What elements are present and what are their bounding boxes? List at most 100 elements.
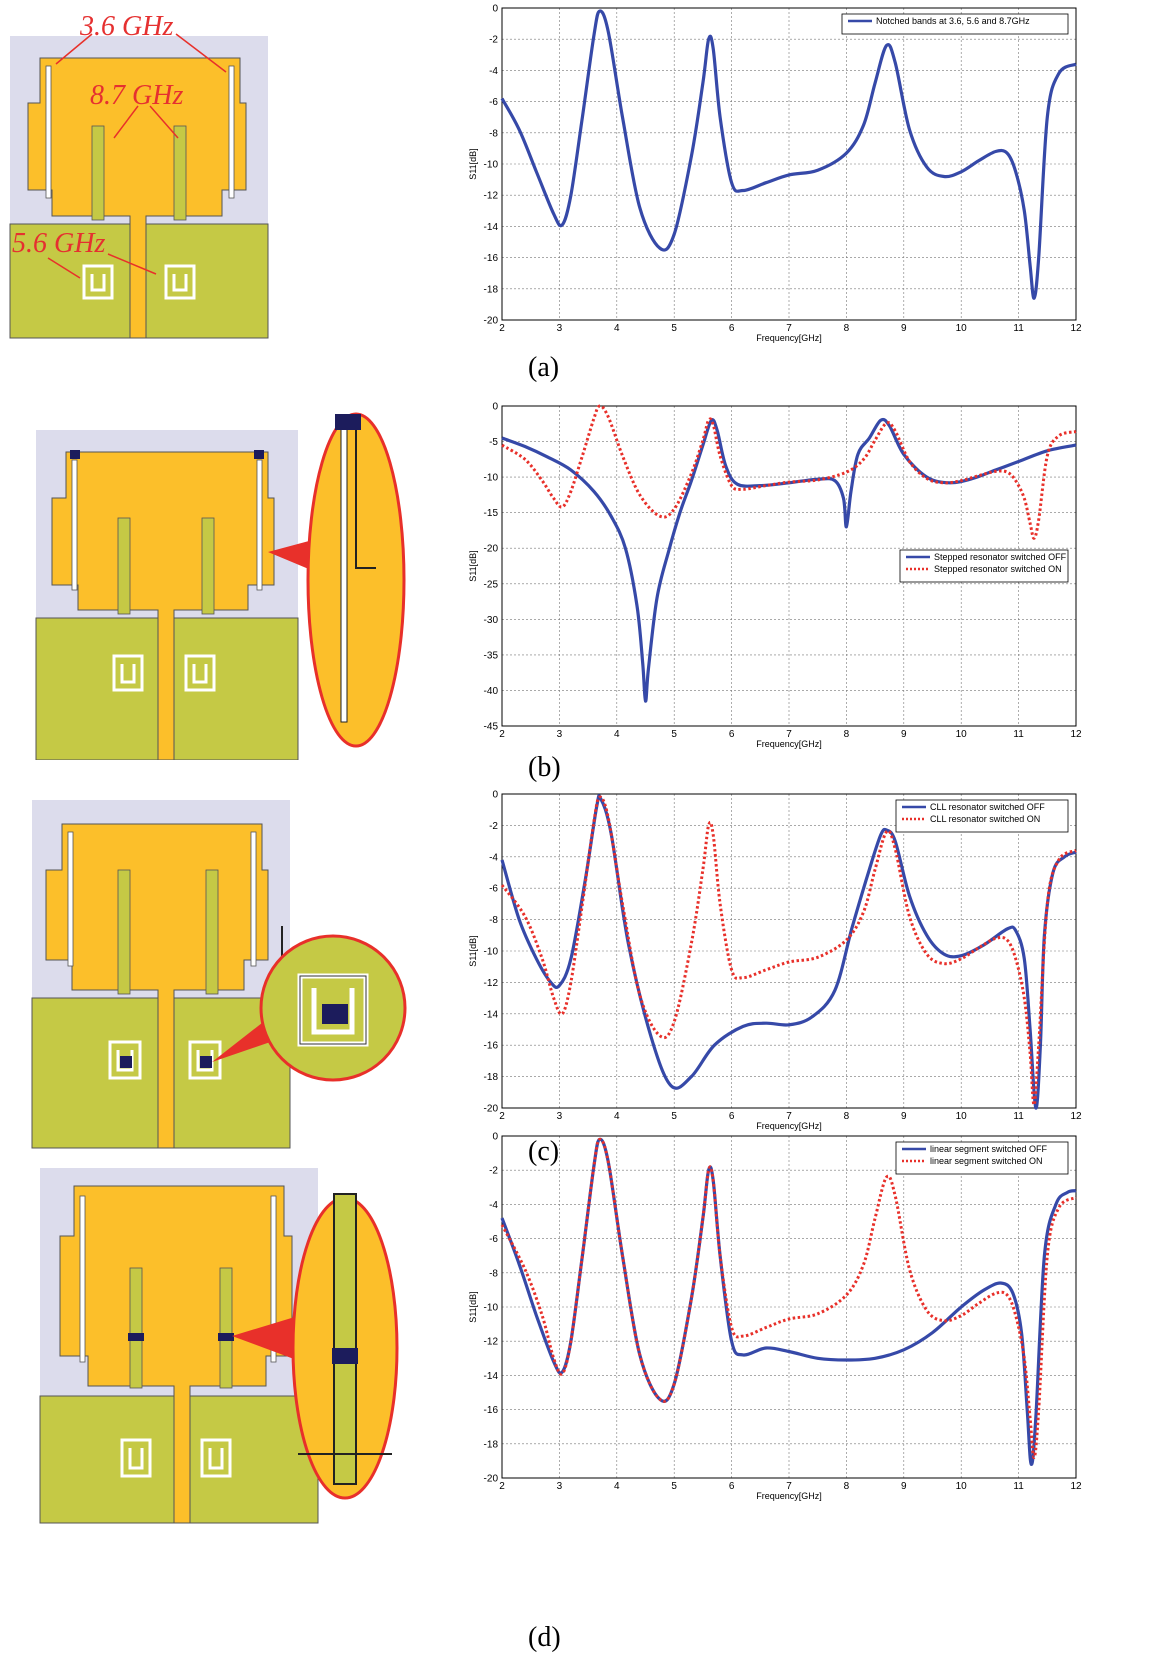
slot-left xyxy=(71,459,78,591)
x-tick-label: 5 xyxy=(671,729,677,740)
y-tick-label: -45 xyxy=(484,722,499,733)
y-tick-label: -12 xyxy=(484,191,499,202)
x-tick-label: 12 xyxy=(1070,729,1082,740)
radiating-patch xyxy=(59,1185,293,1524)
zoom-switch xyxy=(332,1348,358,1364)
x-tick-label: 11 xyxy=(1013,323,1024,334)
x-tick-label: 8 xyxy=(844,1481,850,1492)
series-line-off xyxy=(501,417,1077,703)
y-tick-label: -4 xyxy=(489,852,498,863)
plot-frame xyxy=(501,7,1077,321)
y-tick-label: -4 xyxy=(489,66,498,77)
s11-chart-d: 2 3 4 5 6 7 8 9 10 11 12 0 -2 -4 -6 -8 -10 -12 -14 -16 -18 -2… xyxy=(468,1132,1082,1502)
x-tick-label: 9 xyxy=(901,729,907,740)
y-tick-label: -10 xyxy=(484,1303,499,1314)
y-tick-label: -8 xyxy=(489,915,498,926)
s11-chart-a: 2 3 4 5 6 7 8 9 10 11 12 0 -2 -4 -6 -8 -10 -12 -14 -16 -18 -2… xyxy=(468,4,1082,344)
x-tick-label: 6 xyxy=(729,1111,735,1122)
x-tick-label: 4 xyxy=(614,1111,620,1122)
slot-right xyxy=(270,1195,277,1363)
y-tick-label: -10 xyxy=(484,160,499,171)
slot-right xyxy=(256,459,263,591)
x-tick-label: 3 xyxy=(557,323,563,334)
x-tick-label: 2 xyxy=(499,1111,505,1122)
y-tick-label: -15 xyxy=(484,508,499,519)
x-tick-label: 11 xyxy=(1013,1111,1024,1122)
x-tick-label: 5 xyxy=(671,1111,677,1122)
x-tick-label: 7 xyxy=(786,729,792,740)
y-tick-label: -14 xyxy=(484,1371,499,1382)
antenna-layout-c xyxy=(31,800,407,1149)
y-tick-label: -10 xyxy=(484,947,499,958)
x-tick-label: 3 xyxy=(557,1481,563,1492)
stub-left xyxy=(117,869,131,995)
cll-resonator-left xyxy=(82,264,114,300)
y-tick-label: -16 xyxy=(484,1041,499,1052)
x-tick-label: 10 xyxy=(956,729,968,740)
x-tick-label: 2 xyxy=(499,1481,505,1492)
x-tick-label: 8 xyxy=(844,729,850,740)
x-axis-label: Frequency[GHz] xyxy=(756,1121,822,1131)
y-tick-label: -14 xyxy=(484,222,499,233)
cll-resonator-right xyxy=(184,654,216,692)
x-tick-label: 12 xyxy=(1070,323,1082,334)
legend-box xyxy=(895,799,1069,833)
x-tick-label: 7 xyxy=(786,323,792,334)
x-tick-label: 8 xyxy=(844,1111,850,1122)
y-tick-label: -8 xyxy=(489,1268,498,1279)
x-tick-label: 4 xyxy=(614,729,620,740)
x-tick-label: 6 xyxy=(729,1481,735,1492)
x-tick-label: 2 xyxy=(499,729,505,740)
x-tick-label: 10 xyxy=(956,1111,968,1122)
y-axis-label: S11[dB] xyxy=(468,935,478,966)
y-tick-label: -12 xyxy=(484,978,499,989)
x-tick-label: 3 xyxy=(557,1111,563,1122)
y-tick-label: -18 xyxy=(484,1072,499,1083)
y-axis-label: S11[dB] xyxy=(468,550,478,581)
y-tick-label: -2 xyxy=(489,35,498,46)
slot-left xyxy=(67,831,74,967)
legend-entry: CLL resonator switched OFF xyxy=(930,802,1045,812)
stub-left xyxy=(117,517,131,615)
x-tick-label: 5 xyxy=(671,1481,677,1492)
y-tick-label: -2 xyxy=(489,1166,498,1177)
x-tick-label: 10 xyxy=(956,1481,968,1492)
x-tick-label: 9 xyxy=(901,1481,907,1492)
cll-resonator-right xyxy=(188,1040,222,1080)
y-tick-label: -40 xyxy=(484,686,499,697)
y-tick-label: -4 xyxy=(489,1200,498,1211)
zoom-pointer xyxy=(232,1316,302,1362)
stub-right xyxy=(205,869,219,995)
x-tick-label: 12 xyxy=(1070,1481,1082,1492)
x-axis-label: Frequency[GHz] xyxy=(756,739,822,749)
cll-resonator-left xyxy=(108,1040,142,1080)
stub-right xyxy=(218,1267,234,1389)
panel-label-c: (c) xyxy=(528,1136,560,1167)
series-line-off xyxy=(500,9,1077,300)
plot-frame xyxy=(501,405,1077,727)
stub-right xyxy=(201,517,215,615)
x-tick-label: 10 xyxy=(956,323,968,334)
legend-box xyxy=(895,1141,1069,1175)
slot-right xyxy=(228,65,235,199)
x-tick-label: 2 xyxy=(499,323,505,334)
x-tick-label: 4 xyxy=(614,323,620,334)
y-tick-label: -6 xyxy=(489,884,498,895)
radiating-patch xyxy=(27,57,247,339)
y-tick-label: -6 xyxy=(489,1234,498,1245)
radiating-patch xyxy=(51,451,275,760)
antenna-layout-d xyxy=(39,1168,399,1524)
panel-label-a: (a) xyxy=(528,352,560,383)
zoom-switch xyxy=(322,1004,348,1024)
y-axis-label: S11[dB] xyxy=(468,148,478,179)
legend-box xyxy=(841,13,1069,35)
antenna-layout-a: 3.6 GHz 8.7 GHz 5.6 GHz xyxy=(9,11,269,339)
y-tick-label: -8 xyxy=(489,128,498,139)
y-tick-label: -12 xyxy=(484,1337,499,1348)
y-tick-label: 0 xyxy=(492,790,498,801)
x-tick-label: 11 xyxy=(1013,729,1024,740)
x-tick-label: 9 xyxy=(901,323,907,334)
y-tick-label: 0 xyxy=(492,402,498,413)
y-tick-label: -35 xyxy=(484,650,499,661)
slot-right xyxy=(250,831,257,967)
